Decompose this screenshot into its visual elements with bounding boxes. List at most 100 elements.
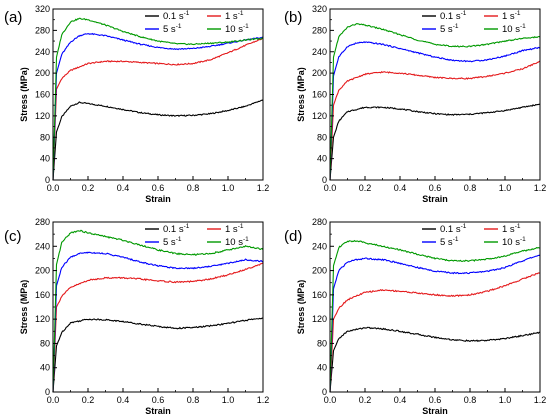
y-tick-label: 240 — [35, 241, 50, 251]
x-tick-label: 0.0 — [324, 183, 337, 193]
y-tick-label: 120 — [35, 111, 50, 121]
series-line-0.1-s — [329, 103, 541, 181]
legend-entry-label: 10 s-1 — [225, 23, 249, 35]
x-tick-label: 0.0 — [324, 395, 337, 405]
series-line-5-s — [329, 41, 541, 181]
panel-b: 0.0 0.2 0.4 0.6 0.8 1.0 1.2 0 40 80 120 160 200 240 28… — [284, 4, 546, 204]
x-axis-label: Strain — [422, 194, 448, 204]
y-tick-label: 320 — [35, 4, 50, 14]
y-tick-label: 160 — [312, 290, 327, 300]
y-tick-label: 40 — [317, 154, 327, 164]
series-line-10-s — [329, 239, 541, 393]
panel-label: (a) — [4, 9, 22, 26]
legend-unit-exponent: -1 — [515, 223, 521, 230]
legend-entry-label: 5 s-1 — [440, 23, 459, 35]
y-tick-label: 280 — [312, 217, 327, 227]
series-line-10-s — [329, 23, 541, 181]
x-tick-label: 0.6 — [429, 395, 442, 405]
series-line-1-s — [329, 60, 541, 181]
x-tick-label: 1.0 — [499, 183, 512, 193]
x-tick-label: 1.0 — [222, 183, 235, 193]
x-tick-label: 0.0 — [47, 395, 60, 405]
legend-unit-exponent: -1 — [520, 23, 526, 30]
y-axis-label: Stress (MPa) — [296, 67, 306, 122]
x-tick-label: 0.8 — [187, 183, 200, 193]
legend-unit-exponent: -1 — [243, 23, 249, 30]
x-tick-label: 1.2 — [257, 183, 270, 193]
x-tick-label: 1.2 — [534, 395, 547, 405]
x-tick-label: 0.6 — [152, 395, 165, 405]
x-tick-label: 0.6 — [429, 183, 442, 193]
x-tick-label: 0.0 — [47, 183, 60, 193]
legend-entry-label: 5 s-1 — [163, 23, 182, 35]
y-tick-label: 0 — [45, 387, 50, 397]
x-tick-label: 0.2 — [359, 183, 372, 193]
legend-entry-label: 0.1 s-1 — [163, 10, 190, 22]
series-line-1-s — [52, 37, 264, 181]
y-tick-label: 80 — [40, 338, 50, 348]
y-tick-label: 200 — [312, 266, 327, 276]
x-tick-label: 0.4 — [394, 395, 407, 405]
series-line-5-s — [52, 251, 264, 393]
legend-entry-label: 0.1 s-1 — [163, 223, 190, 235]
x-tick-label: 1.2 — [534, 183, 547, 193]
legend-unit-exponent: -1 — [176, 236, 182, 243]
x-axis-label: Strain — [145, 194, 171, 204]
x-tick-label: 0.2 — [82, 395, 95, 405]
legend-unit-exponent: -1 — [461, 10, 467, 17]
legend-unit-exponent: -1 — [184, 10, 190, 17]
series-line-0.1-s — [52, 99, 264, 181]
y-tick-label: 160 — [35, 290, 50, 300]
y-tick-label: 0 — [45, 175, 50, 185]
series-line-0.1-s — [52, 317, 264, 393]
series-line-10-s — [52, 229, 264, 393]
legend-entry-label: 0.1 s-1 — [440, 223, 467, 235]
y-tick-label: 0 — [322, 387, 327, 397]
legend-entry-label: 10 s-1 — [502, 236, 526, 248]
y-axis-label: Stress (MPa) — [19, 67, 29, 122]
series-line-0.1-s — [329, 326, 541, 393]
y-axis-label: Stress (MPa) — [19, 280, 29, 335]
y-tick-label: 120 — [312, 314, 327, 324]
series-line-1-s — [52, 262, 264, 393]
legend-unit-exponent: -1 — [453, 23, 459, 30]
legend-unit-exponent: -1 — [238, 10, 244, 17]
panel-label: (b) — [284, 9, 302, 26]
x-tick-label: 0.4 — [117, 395, 130, 405]
y-tick-label: 160 — [312, 90, 327, 100]
series-line-5-s — [52, 32, 264, 181]
y-tick-label: 280 — [35, 25, 50, 35]
legend-unit-exponent: -1 — [520, 236, 526, 243]
x-tick-label: 0.8 — [187, 395, 200, 405]
legend-entry-label: 5 s-1 — [440, 236, 459, 248]
panel-label: (c) — [4, 228, 22, 245]
y-axis-label: Stress (MPa) — [296, 280, 306, 335]
legend-unit-exponent: -1 — [184, 223, 190, 230]
panel-c: 0.0 0.2 0.4 0.6 0.8 1.0 1.2 0 40 80 120 160 200 240 28… — [4, 217, 269, 416]
legend-unit-exponent: -1 — [461, 223, 467, 230]
panel-a: 0.0 0.2 0.4 0.6 0.8 1.0 1.2 0 40 80 120 160 200 240 28… — [4, 4, 269, 204]
x-axis-label: Strain — [145, 406, 171, 416]
y-tick-label: 200 — [35, 266, 50, 276]
y-tick-label: 280 — [312, 25, 327, 35]
y-tick-label: 80 — [317, 132, 327, 142]
y-tick-label: 40 — [317, 363, 327, 373]
x-axis-label: Strain — [422, 406, 448, 416]
y-tick-label: 120 — [312, 111, 327, 121]
x-tick-label: 0.4 — [394, 183, 407, 193]
x-tick-label: 0.6 — [152, 183, 165, 193]
y-tick-label: 120 — [35, 314, 50, 324]
y-tick-label: 240 — [35, 47, 50, 57]
legend-entry-label: 1 s-1 — [502, 223, 521, 235]
x-tick-label: 0.4 — [117, 183, 130, 193]
x-tick-label: 1.0 — [222, 395, 235, 405]
series-line-5-s — [329, 254, 541, 393]
x-tick-label: 0.8 — [464, 395, 477, 405]
legend: 0.1 s-1 1 s-15 s-1 10 s-1 — [422, 10, 526, 35]
legend-entry-label: 1 s-1 — [502, 10, 521, 22]
legend-unit-exponent: -1 — [238, 223, 244, 230]
y-tick-label: 0 — [322, 175, 327, 185]
legend: 0.1 s-1 1 s-15 s-1 10 s-1 — [145, 223, 249, 248]
legend-entry-label: 1 s-1 — [225, 10, 244, 22]
y-tick-label: 40 — [40, 363, 50, 373]
